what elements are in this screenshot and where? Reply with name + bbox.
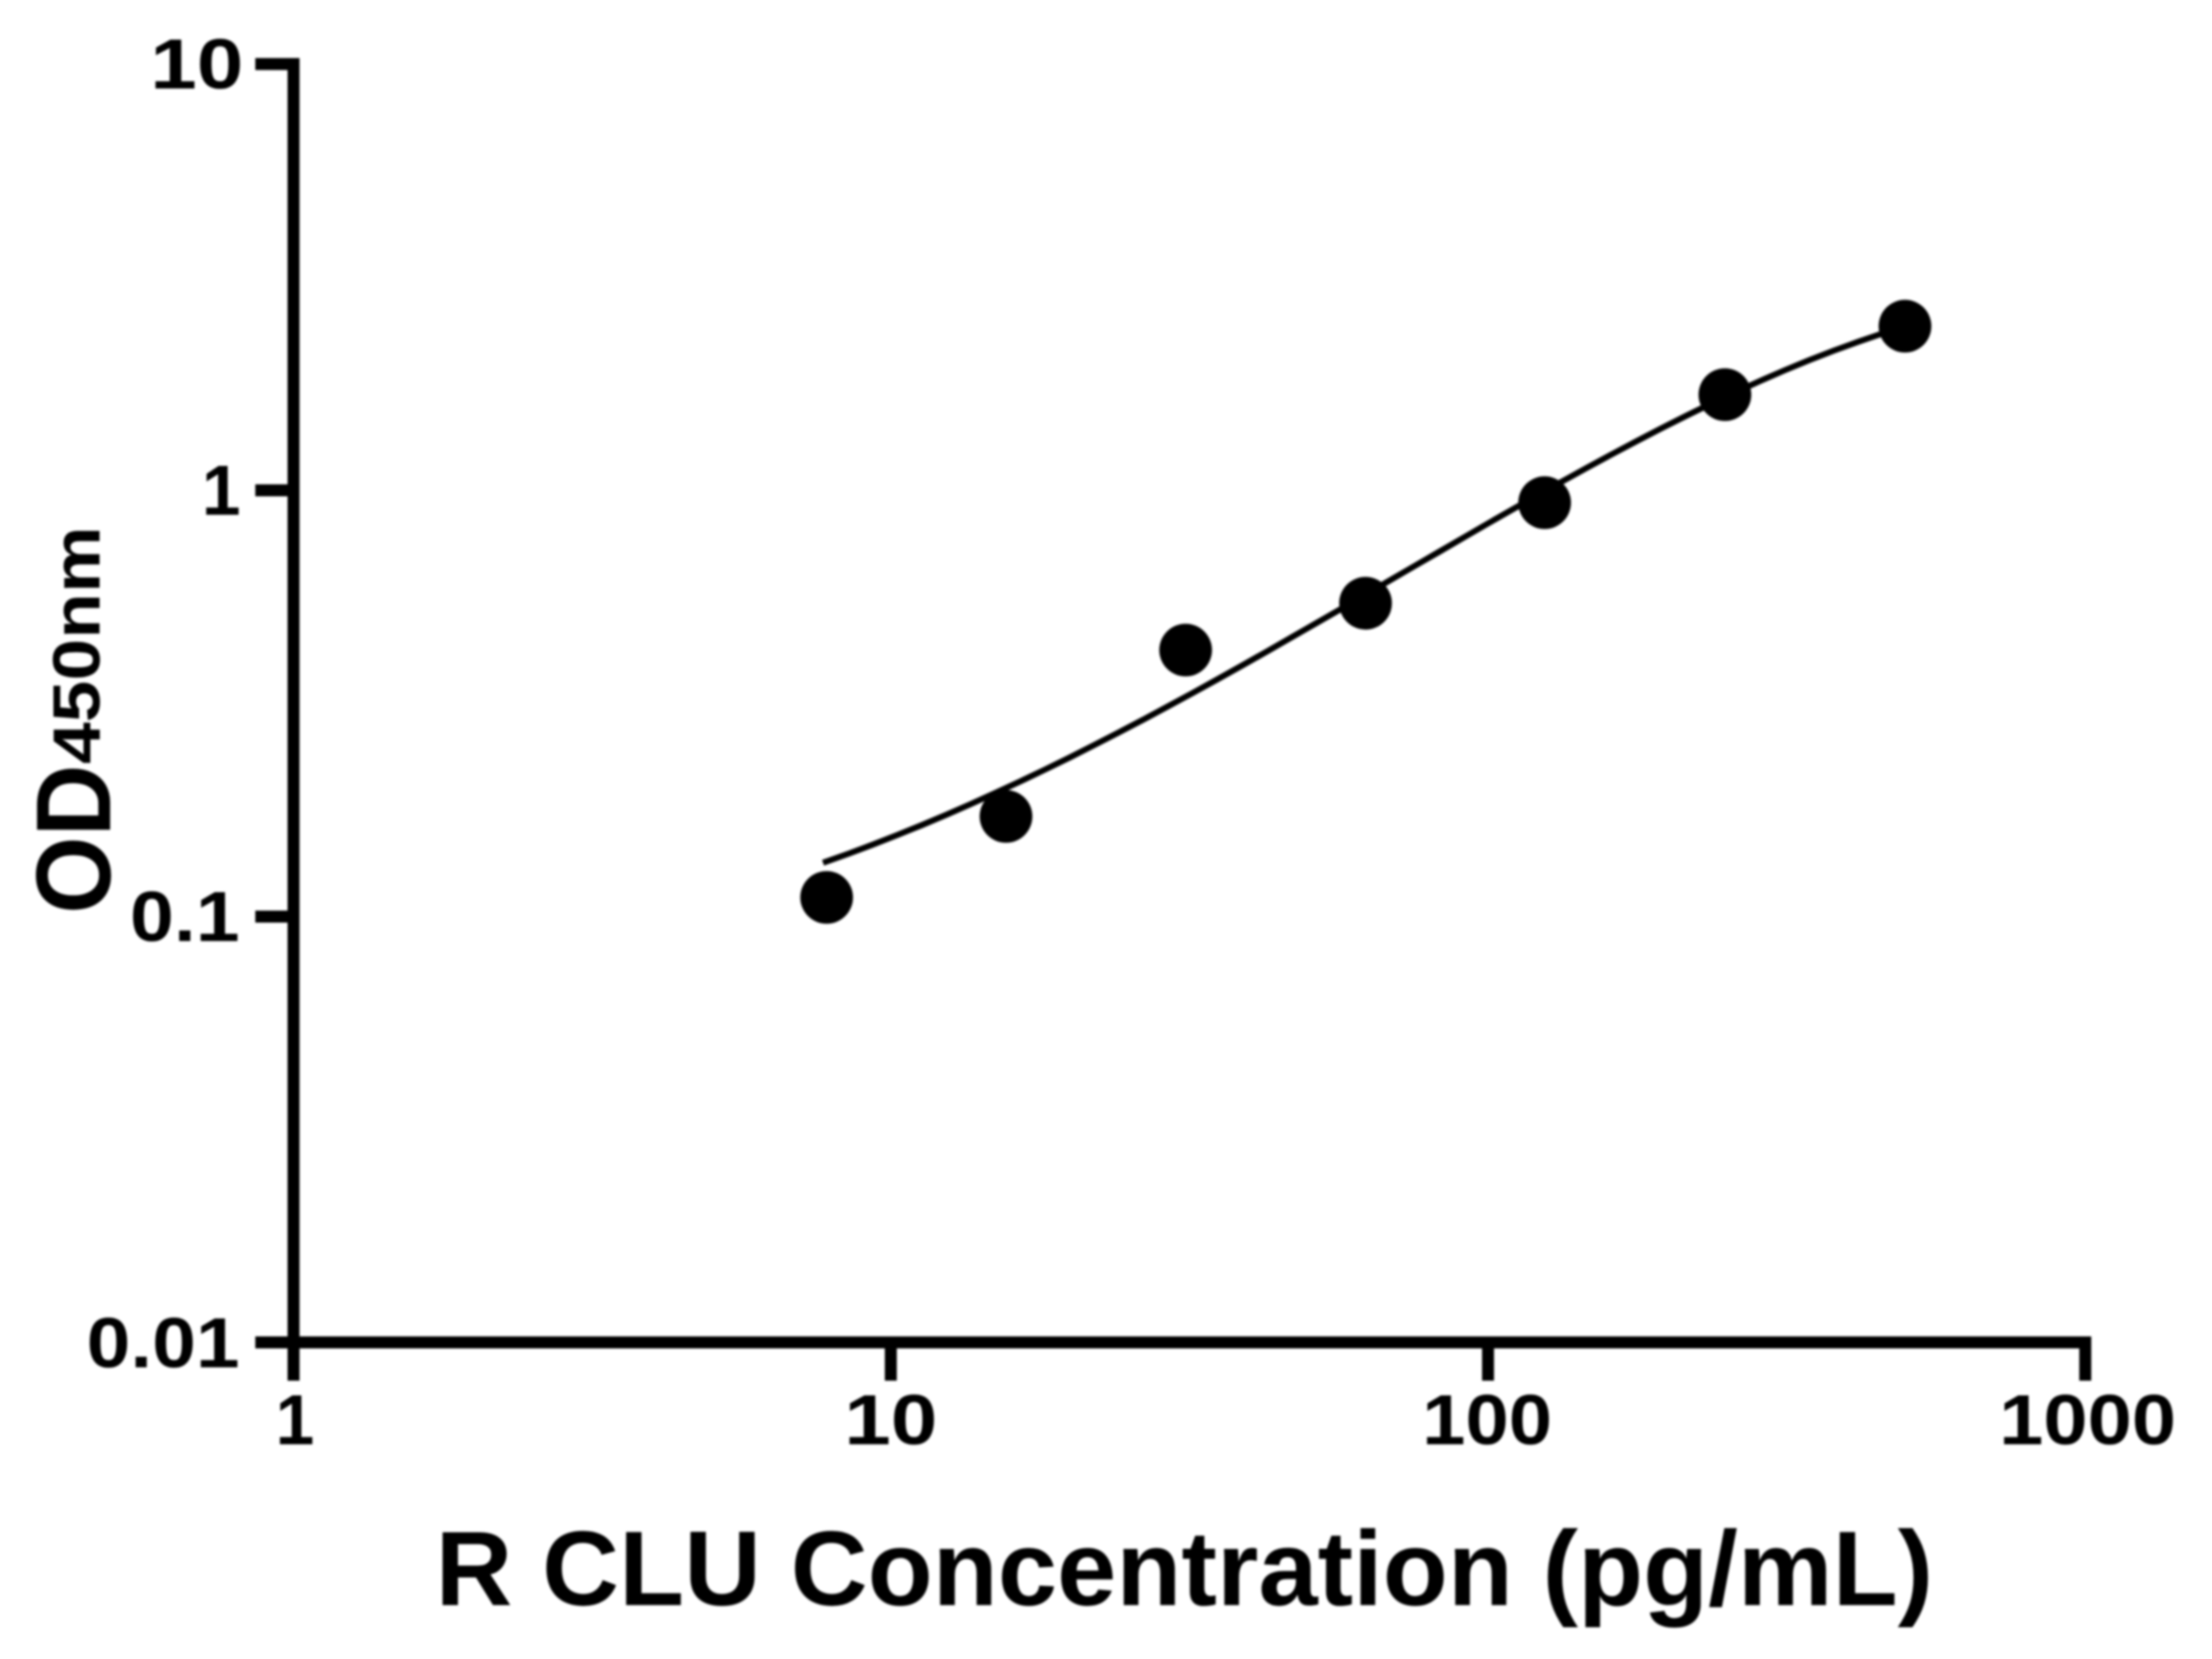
svg-text:OD: OD [16, 765, 134, 914]
svg-text:450nm: 450nm [41, 526, 114, 764]
svg-text:10: 10 [150, 25, 243, 104]
svg-text:100: 100 [1422, 1381, 1552, 1460]
svg-text:1: 1 [202, 452, 241, 531]
svg-text:1000: 1000 [1999, 1381, 2176, 1460]
svg-text:10: 10 [844, 1381, 937, 1460]
svg-text:1: 1 [276, 1381, 314, 1460]
svg-text:R CLU Concentration (pg/mL): R CLU Concentration (pg/mL) [436, 1511, 1934, 1629]
svg-text:0.01: 0.01 [87, 1304, 240, 1383]
svg-text:0.1: 0.1 [130, 877, 240, 957]
